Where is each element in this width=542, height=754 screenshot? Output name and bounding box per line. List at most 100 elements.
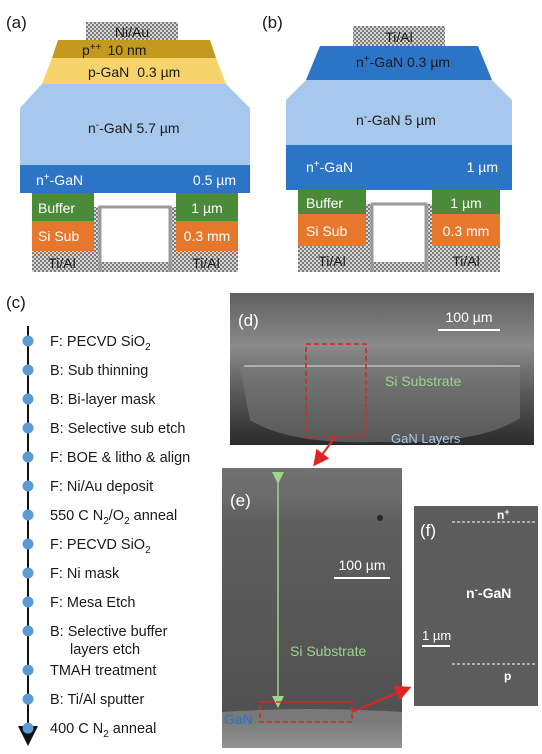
panel-b-n-minus-layer: [286, 80, 512, 145]
panel-b-bottom-right-contact-label: Ti/Al: [452, 253, 479, 269]
panel-b-n-plus-top-label: n+-GaN 0.3 µm: [356, 54, 450, 70]
process-step-label: F: PECVD SiO2: [50, 537, 151, 556]
process-step-dot: [22, 335, 34, 347]
panel-a-p-gan-layer: [42, 58, 226, 84]
process-step-dot: [22, 480, 34, 492]
panel-a-letter: (a): [6, 13, 27, 32]
panel-b-top-contact: [353, 26, 445, 46]
panel-f-n-plus-label: n+: [497, 507, 510, 522]
panel-a-via-hole: [100, 207, 170, 262]
panel-a-p-gan-label: p-GaN 0.3 µm: [88, 64, 180, 80]
panel-f-letter: (f): [420, 521, 436, 540]
process-step-dot: [22, 625, 34, 637]
panel-b-si-sub-left: [298, 214, 366, 246]
panel-c-letter: (c): [6, 293, 26, 312]
sem-image-e: [222, 468, 402, 748]
sem-e-gan-region: [222, 709, 402, 748]
panel-f-scale-label: 1 µm: [422, 628, 451, 643]
process-step-label: B: Sub thinning: [50, 363, 148, 379]
panel-d-scale-label: 100 µm: [446, 309, 493, 325]
process-step-label: F: Ni/Au deposit: [50, 479, 153, 495]
panel-d-gan-label: GaN Layers: [391, 431, 461, 446]
panel-b-buffer-label: Buffer: [306, 195, 343, 211]
sem-d-trench: [240, 357, 520, 443]
process-step-label: 400 C N2 anneal: [50, 721, 156, 740]
process-steps: F: PECVD SiO2 B: Sub thinning B: Bi-layer …: [22, 334, 190, 740]
process-step-label: B: Selective sub etch: [50, 421, 185, 437]
panel-b-si-sub-thickness: 0.3 mm: [443, 223, 490, 239]
process-step-label: F: Ni mask: [50, 566, 120, 582]
panel-a-top-contact: [86, 22, 178, 40]
panel-e-letter: (e): [230, 491, 251, 510]
process-step-dot: [22, 722, 34, 734]
panel-b-buffer-right: [432, 190, 500, 214]
zoom-arrow-d-to-e: [313, 435, 337, 467]
panel-b-via-hole: [372, 204, 426, 262]
panel-b-buffer-thickness: 1 µm: [450, 195, 481, 211]
panel-a-si-sub-thickness: 0.3 mm: [184, 228, 231, 244]
panel-f-n-minus-label: n--GaN: [466, 585, 511, 601]
panel-e-substrate-label: Si Substrate: [290, 643, 366, 659]
sem-e-top-region: [222, 468, 402, 496]
panel-e: (e) 100 µm Si Substrate GaN: [222, 468, 412, 748]
panel-a-p-plus-label: p++ 10 nm: [82, 42, 146, 58]
process-step-dot: [22, 538, 34, 550]
panel-a-buffer-right: [176, 193, 238, 221]
panel-a-si-sub-left: [32, 221, 94, 251]
panel-a: (a) Ni/Au p++ 10 nm p-GaN 0.3 µm n--GaN 5.…: [6, 13, 250, 272]
panel-e-gan-label: GaN: [224, 711, 253, 727]
process-step-label-continued: layers etch: [70, 642, 140, 658]
process-step-dot: [22, 567, 34, 579]
process-step-label: F: Mesa Etch: [50, 595, 135, 611]
panel-d-substrate-label: Si Substrate: [385, 373, 461, 389]
panel-a-n-plus-label: n+-GaN: [36, 172, 83, 188]
panel-f-p-label: p: [504, 669, 511, 683]
panel-b-bottom-left-contact-label: Ti/Al: [318, 253, 345, 269]
process-step-label: B: Bi-layer mask: [50, 392, 156, 408]
panel-a-buffer-left: [32, 193, 94, 221]
panel-b: (b) Ti/Al n+-GaN 0.3 µm n--GaN 5 µm n+-G…: [262, 13, 512, 272]
panel-b-via-sidewall: [370, 202, 428, 272]
panel-b-si-sub-right: [432, 214, 500, 246]
panel-a-n-plus-thickness: 0.5 µm: [193, 172, 236, 188]
panel-b-n-minus-label: n--GaN 5 µm: [356, 112, 436, 128]
panel-a-top-contact-label: Ni/Au: [115, 24, 149, 40]
panel-a-p-plus-layer: [52, 40, 216, 58]
panel-a-buffer-label: Buffer: [38, 200, 75, 216]
process-step-label: B: Selective buffer: [50, 624, 168, 640]
sem-e-particle: [377, 515, 383, 521]
panel-b-buffer-left: [298, 190, 366, 214]
panel-c: (c) F: PECVD SiO2 B: Sub thinning B: Bi-la…: [6, 293, 190, 746]
process-step-dot: [22, 664, 34, 676]
process-step-dot: [22, 596, 34, 608]
process-step-dot: [22, 393, 34, 405]
panel-a-buffer-thickness: 1 µm: [191, 200, 222, 216]
panel-a-bottom-right-contact-label: Ti/Al: [192, 255, 219, 271]
process-step-dot: [22, 693, 34, 705]
panel-a-si-sub-label: Si Sub: [38, 228, 79, 244]
zoom-arrow-e-to-f: [351, 685, 412, 713]
process-step-label: F: PECVD SiO2: [50, 334, 151, 353]
sem-image-f: [414, 506, 538, 706]
panel-a-n-minus-layer: [20, 84, 250, 165]
panel-b-top-contact-label: Ti/Al: [385, 29, 412, 45]
panel-f: (f) n+ n--GaN 1 µm p: [414, 506, 538, 706]
panel-b-n-plus-top-layer: [306, 46, 492, 80]
process-step-dot: [22, 364, 34, 376]
panel-b-n-plus-thickness: 1 µm: [467, 159, 498, 175]
process-step-label: F: BOE & litho & align: [50, 450, 190, 466]
panel-d-letter: (d): [238, 311, 259, 330]
panel-b-n-plus-label: n+-GaN: [306, 159, 353, 175]
panel-a-n-plus-layer: [20, 165, 250, 193]
panel-e-scale-label: 100 µm: [339, 557, 386, 573]
panel-d: (d) 100 µm Si Substrate GaN Layers: [230, 293, 534, 467]
panel-a-via-sidewall: [98, 205, 172, 272]
panel-b-letter: (b): [262, 13, 283, 32]
panel-a-si-sub-right: [176, 221, 238, 251]
panel-a-n-minus-label: n--GaN 5.7 µm: [88, 120, 180, 136]
process-step-label: 550 C N2/O2 anneal: [50, 508, 177, 527]
process-step-label: TMAH treatment: [50, 663, 156, 679]
process-step-dot: [22, 422, 34, 434]
process-step-dot: [22, 451, 34, 463]
